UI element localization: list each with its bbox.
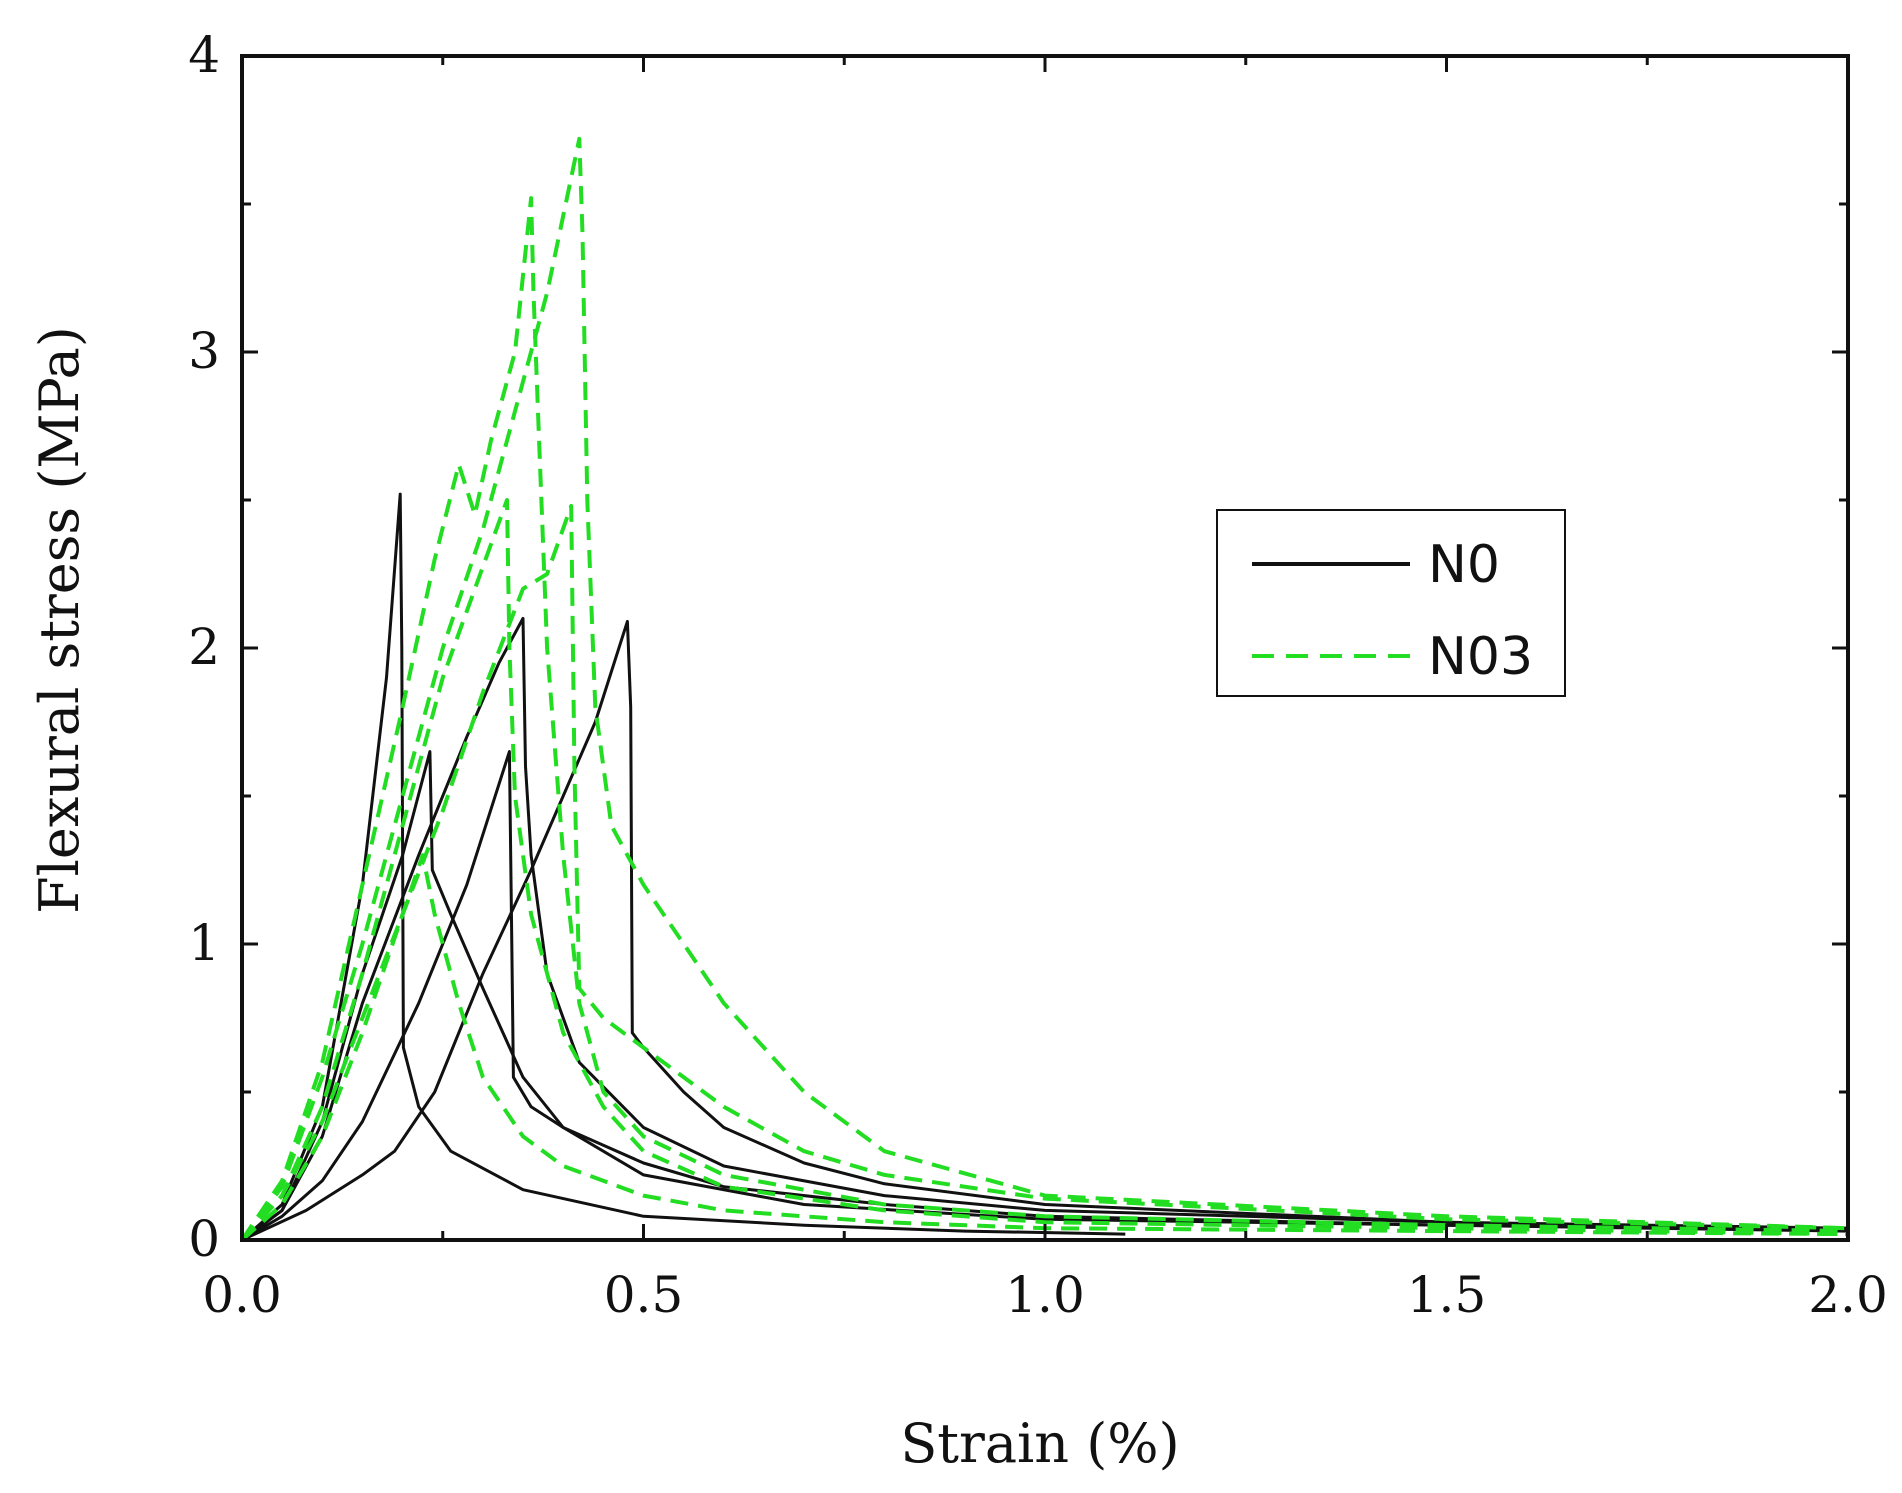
x-tick-label: 1.0	[1005, 1266, 1085, 1324]
x-tick-label: 1.5	[1407, 1266, 1487, 1324]
ticks-layer	[240, 54, 1850, 1242]
y-tick-label: 4	[188, 26, 220, 84]
legend: N0 N03	[1216, 509, 1566, 697]
x-axis-title: Strain (%)	[900, 1412, 1179, 1475]
series-line-n0-3	[241, 616, 1849, 1242]
legend-label-n0: N0	[1428, 535, 1500, 595]
series-line-n0-5	[241, 619, 1849, 1242]
y-tick-label: 2	[188, 618, 220, 676]
x-tick-label: 0.0	[202, 1266, 282, 1324]
labels-layer: 0.0 0.5 1.0 1.5 2.0 0 1 2 3 4	[188, 26, 1888, 1324]
series-line-n03-10	[240, 853, 1849, 1242]
x-tick-label: 0.5	[604, 1266, 684, 1324]
x-tick-label: 2.0	[1808, 1266, 1888, 1324]
legend-label-n03: N03	[1428, 627, 1533, 687]
series-line-n03-8	[240, 498, 1849, 1242]
legend-box	[1216, 509, 1566, 697]
y-tick-label: 0	[188, 1210, 220, 1268]
y-tick-label: 3	[188, 322, 220, 380]
y-tick-label: 1	[188, 914, 220, 972]
series-layer	[240, 136, 1849, 1242]
series-line-n03-7	[240, 136, 1849, 1242]
y-axis-title: Flexural stress (MPa)	[28, 326, 91, 914]
